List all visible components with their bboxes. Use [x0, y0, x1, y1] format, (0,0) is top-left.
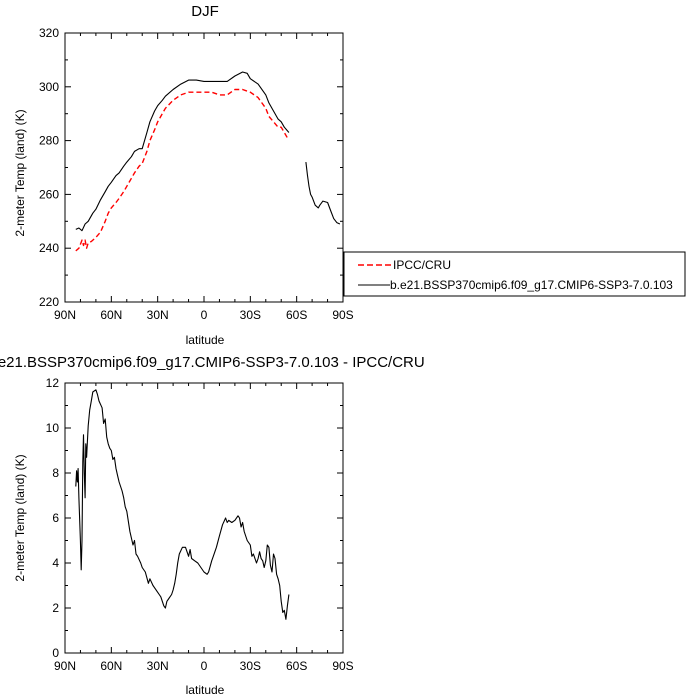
top-x-tick-labels: 90N 60N 30N 0 30S 60S 90S [54, 308, 354, 322]
y-tick-label: 2 [52, 601, 59, 615]
legend-box [343, 251, 686, 297]
series-line-0-1-1 [305, 162, 341, 225]
x-tick-label: 60S [286, 659, 307, 673]
y-tick-label: 280 [39, 134, 59, 148]
y-tick-label: 8 [52, 466, 59, 480]
y-tick-label: 300 [39, 80, 59, 94]
y-tick-label: 260 [39, 187, 59, 201]
x-tick-label: 0 [201, 308, 208, 322]
top-chart-title: DJF [191, 3, 219, 20]
plot-frame-1 [64, 382, 344, 654]
y-tick-label: 4 [52, 556, 59, 570]
y-tick-label: 10 [46, 421, 60, 435]
x-tick-label: 30N [147, 308, 169, 322]
x-tick-label: 60N [100, 308, 122, 322]
y-tick-label: 0 [52, 646, 59, 660]
bottom-y-tick-labels: 0 2 4 6 8 10 12 [46, 376, 60, 660]
plot-frame-0 [64, 32, 344, 303]
bottom-x-tick-labels: 90N 60N 30N 0 30S 60S 90S [54, 659, 354, 673]
y-tick-label: 220 [39, 295, 59, 309]
legend-label-ipcc-cru: IPCC/CRU [393, 258, 451, 272]
x-tick-label: 90N [54, 659, 76, 673]
y-tick-label: 12 [46, 376, 60, 390]
series-line-1-0-0 [75, 389, 290, 620]
y-tick-label: 240 [39, 241, 59, 255]
bottom-y-axis-label: 2-meter Temp (land) (K) [13, 454, 27, 581]
top-x-axis-label: latitude [186, 333, 225, 347]
legend: IPCC/CRU b.e21.BSSP370cmip6.f09_g17.CMIP… [343, 251, 686, 297]
x-tick-label: 30S [240, 659, 261, 673]
x-tick-label: 30N [147, 659, 169, 673]
top-plot-area [64, 32, 344, 303]
legend-label-model: b.e21.BSSP370cmip6.f09_g17.CMIP6-SSP3-7.… [390, 278, 673, 292]
x-tick-label: 60S [286, 308, 307, 322]
x-tick-label: 60N [100, 659, 122, 673]
bottom-chart-title: b.e21.BSSP370cmip6.f09_g17.CMIP6-SSP3-7.… [0, 354, 425, 371]
series-line-0-1-0 [75, 71, 290, 232]
x-tick-label: 90S [332, 308, 353, 322]
y-tick-label: 6 [52, 511, 59, 525]
x-tick-label: 0 [201, 659, 208, 673]
x-tick-label: 30S [240, 308, 261, 322]
top-y-axis-label: 2-meter Temp (land) (K) [13, 109, 27, 236]
bottom-plot-area [64, 382, 344, 654]
x-tick-label: 90S [332, 659, 353, 673]
y-tick-label: 320 [39, 26, 59, 40]
bottom-panel: b.e21.BSSP370cmip6.f09_g17.CMIP6-SSP3-7.… [0, 354, 425, 697]
top-y-tick-labels: 220 240 260 280 300 320 [39, 26, 59, 309]
series-line-0-0-0 [75, 88, 290, 252]
x-tick-label: 90N [54, 308, 76, 322]
top-panel: DJF 90N 60N 30N 0 30S 60S 90S 220 240 260 280 300 3… [13, 3, 354, 347]
bottom-x-axis-label: latitude [186, 683, 225, 697]
